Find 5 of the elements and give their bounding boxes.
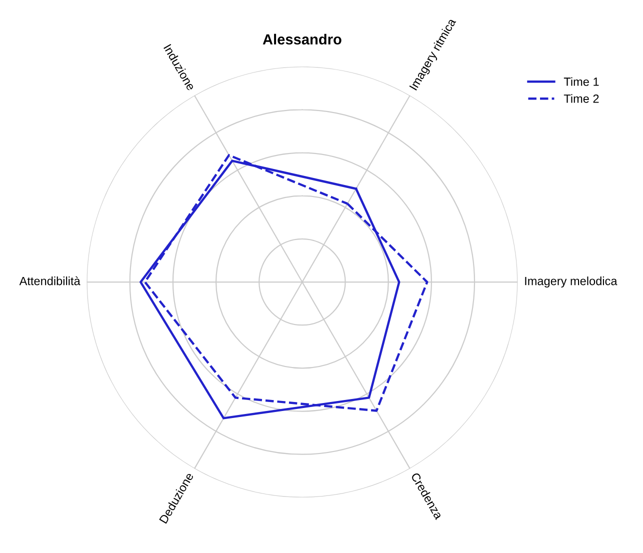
spoke-label: Attendibilità xyxy=(19,276,80,286)
legend-label: Time 2 xyxy=(564,94,599,103)
text: Alessandro xyxy=(262,34,342,45)
legend-label: Time 1 xyxy=(564,77,599,86)
spoke-label: Imagery melodica xyxy=(525,276,618,288)
